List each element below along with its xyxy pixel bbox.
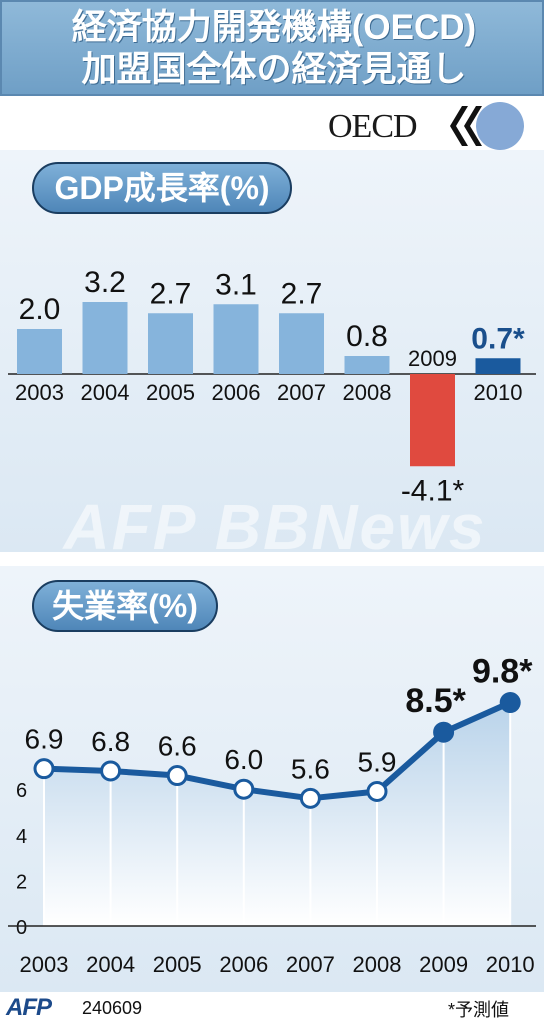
afp-logo: AFP bbox=[6, 994, 52, 1021]
gdp-bar bbox=[279, 313, 324, 374]
y-tick-label: 4 bbox=[16, 826, 27, 848]
oecd-logo-text: OECD bbox=[328, 108, 418, 145]
gdp-year-label: 2009 bbox=[408, 346, 457, 371]
gdp-year-label: 2006 bbox=[212, 380, 261, 405]
unemployment-chart-title: 失業率(%) bbox=[32, 580, 218, 632]
unemployment-point bbox=[433, 721, 455, 743]
gdp-value-label: 3.1 bbox=[215, 268, 257, 301]
gdp-value-label: -4.1* bbox=[401, 474, 465, 507]
gdp-value-label: 0.7* bbox=[471, 322, 525, 355]
unemployment-year-label: 2004 bbox=[86, 952, 135, 977]
y-tick-label: 0 bbox=[16, 917, 27, 939]
title-line-1: 経済協力開発機構(OECD) bbox=[71, 8, 477, 47]
unemployment-point bbox=[299, 787, 321, 809]
unemployment-point bbox=[166, 765, 188, 787]
gdp-value-label: 2.7 bbox=[281, 277, 323, 310]
unemployment-value-label: 8.5* bbox=[405, 682, 466, 720]
title-line-2: 加盟国全体の経済見通し bbox=[81, 50, 467, 89]
unemployment-value-label: 6.9 bbox=[25, 724, 64, 755]
gdp-value-label: 2.0 bbox=[19, 293, 61, 326]
unemployment-value-label: 5.9 bbox=[358, 746, 397, 777]
y-tick-label: 2 bbox=[16, 871, 27, 893]
unemployment-value-label: 9.8* bbox=[472, 653, 533, 691]
gdp-year-label: 2010 bbox=[474, 380, 523, 405]
unemployment-point bbox=[499, 692, 521, 714]
oecd-logo-icon bbox=[450, 102, 524, 150]
gdp-year-label: 2008 bbox=[343, 380, 392, 405]
unemployment-year-label: 2003 bbox=[20, 952, 69, 977]
gdp-year-label: 2005 bbox=[146, 380, 195, 405]
unemployment-value-label: 6.6 bbox=[158, 731, 197, 762]
gdp-value-label: 2.7 bbox=[150, 277, 192, 310]
unemployment-point bbox=[100, 760, 122, 782]
unemployment-year-label: 2007 bbox=[286, 952, 335, 977]
gdp-bar bbox=[148, 313, 193, 374]
gdp-bar bbox=[344, 356, 390, 374]
unemployment-point bbox=[366, 780, 388, 802]
gdp-bar bbox=[17, 329, 62, 374]
forecast-footnote: *予測値 bbox=[448, 1000, 510, 1020]
unemployment-value-label: 6.0 bbox=[224, 744, 263, 775]
unemployment-value-label: 5.6 bbox=[291, 753, 330, 784]
unemployment-year-label: 2006 bbox=[219, 952, 268, 977]
unemployment-year-label: 2010 bbox=[486, 952, 535, 977]
gdp-chart-panel: GDP成長率(%) AFP BBNews 2.0 2003 3.2 2004 2.7 20… bbox=[0, 150, 544, 563]
unemployment-value-label: 6.8 bbox=[91, 726, 130, 757]
gdp-bar bbox=[410, 374, 455, 467]
gdp-bar bbox=[82, 302, 128, 374]
gdp-bar-chart: 2.0 2003 3.2 2004 2.7 2005 3.1 2006 2.7 2007 0.8 20… bbox=[8, 266, 536, 507]
date-code: 240609 bbox=[82, 998, 143, 1018]
gdp-year-label: 2007 bbox=[277, 380, 326, 405]
gdp-bar bbox=[213, 304, 259, 374]
unemployment-area bbox=[44, 702, 511, 926]
gdp-year-label: 2003 bbox=[15, 380, 64, 405]
gdp-year-label: 2004 bbox=[81, 380, 130, 405]
gdp-value-label: 3.2 bbox=[84, 266, 126, 299]
unemployment-point bbox=[33, 758, 55, 780]
unemployment-line bbox=[43, 699, 512, 802]
gdp-chart-title: GDP成長率(%) bbox=[32, 162, 292, 214]
unemployment-year-label: 2009 bbox=[419, 952, 468, 977]
unemployment-point bbox=[233, 778, 255, 800]
title-banner: 経済協力開発機構(OECD) 加盟国全体の経済見通し bbox=[0, 0, 544, 96]
unemployment-line-chart: 0 2 4 6 6.9 2003 6.8 2004 6.6 2005 6.0 2006 5.6 2007 5… bbox=[8, 653, 536, 977]
unemployment-chart-panel: 失業率(%) 0 2 4 6 6.9 2003 6.8 2004 6.6 2005 6.0 2006 5… bbox=[0, 566, 544, 992]
unemployment-year-label: 2005 bbox=[153, 952, 202, 977]
watermark: AFP BBNews bbox=[63, 491, 487, 563]
gdp-bar bbox=[475, 358, 521, 374]
unemployment-year-label: 2008 bbox=[353, 952, 402, 977]
oecd-logo: OECD bbox=[300, 98, 540, 154]
gdp-value-label: 0.8 bbox=[346, 320, 388, 353]
y-tick-label: 6 bbox=[16, 780, 27, 802]
